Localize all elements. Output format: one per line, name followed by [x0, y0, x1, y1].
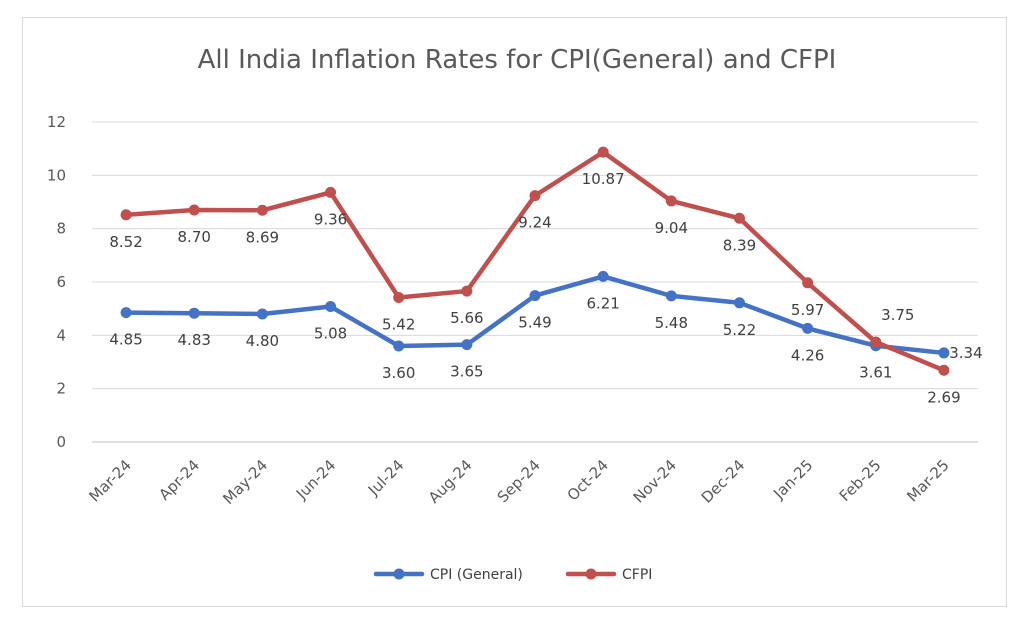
cfpi-data-label: 5.97	[791, 301, 824, 319]
cpi-general-data-label: 5.22	[723, 321, 756, 339]
cpi-general-marker	[393, 340, 405, 352]
chart-title: All India Inflation Rates for CPI(Genera…	[198, 45, 837, 75]
cpi-general-data-label: 4.26	[791, 346, 824, 364]
y-tick-label: 4	[56, 326, 66, 344]
legend: CPI (General) CFPI	[373, 567, 652, 583]
y-tick-label: 10	[47, 166, 66, 184]
legend-label: CPI (General)	[430, 567, 523, 583]
cfpi-marker	[870, 336, 882, 348]
y-tick-label: 8	[56, 220, 66, 238]
cfpi-marker	[665, 195, 677, 207]
cfpi-marker	[733, 212, 745, 224]
cfpi-data-label: 8.52	[109, 233, 142, 251]
x-tick-label: Jun-24	[292, 456, 339, 503]
cfpi-data-label: 8.69	[246, 228, 279, 246]
cpi-general-data-label: 5.08	[314, 325, 347, 343]
cpi-general-marker	[665, 290, 677, 302]
cpi-general-data-label: 3.34	[949, 344, 982, 362]
cpi-general-marker	[802, 322, 814, 334]
cpi-general-marker	[597, 270, 609, 282]
x-axis-ticks: Mar-24 Apr-24 May-24 Jun-24 Jul-24 Aug-24 Sep-…	[86, 456, 953, 508]
cfpi-marker	[529, 190, 541, 202]
cfpi-marker	[393, 291, 405, 303]
x-tick-label: Apr-24	[155, 456, 203, 504]
cfpi-marker	[256, 204, 268, 216]
cfpi-data-label: 5.42	[382, 315, 415, 333]
y-tick-label: 2	[56, 380, 66, 398]
y-tick-label: 0	[56, 433, 66, 451]
cfpi-marker	[802, 277, 814, 289]
y-tick-label: 6	[56, 273, 66, 291]
cpi-general-data-label: 4.85	[109, 331, 142, 349]
cpi-general-data-label: 6.21	[586, 294, 619, 312]
x-tick-label: May-24	[219, 456, 271, 508]
cfpi-data-label: 9.04	[655, 219, 688, 237]
cpi-general-marker	[733, 297, 745, 309]
legend-marker	[393, 568, 405, 580]
cfpi-marker	[938, 364, 950, 376]
y-tick-label: 12	[47, 113, 66, 131]
cfpi-data-label: 10.87	[582, 170, 625, 188]
cpi-general-data-label: 4.83	[178, 331, 211, 349]
cpi-general-marker	[461, 339, 473, 351]
x-tick-label: Aug-24	[425, 456, 476, 507]
x-tick-label: Mar-24	[86, 456, 135, 505]
x-tick-label: Feb-25	[836, 456, 885, 505]
cfpi-marker	[597, 146, 609, 158]
cpi-general-marker	[256, 308, 268, 320]
data-labels: 4.85 4.83 4.80 5.08 3.60 3.65 5.49 6.21 5.48 5.22…	[109, 170, 982, 406]
x-tick-label: Dec-24	[698, 456, 749, 507]
series-group	[120, 146, 950, 376]
cfpi-data-label: 2.69	[927, 388, 960, 406]
cfpi-marker	[461, 285, 473, 297]
cfpi-data-label: 8.39	[723, 236, 756, 254]
cpi-general-data-label: 5.49	[518, 314, 551, 332]
cfpi-data-label: 5.66	[450, 309, 483, 327]
cpi-general-data-label: 4.80	[246, 332, 279, 350]
cpi-general-marker	[188, 307, 200, 319]
cpi-general-data-label: 3.65	[450, 363, 483, 381]
x-tick-label: Sep-24	[494, 456, 544, 506]
cfpi-data-label: 8.70	[178, 228, 211, 246]
legend-label: CFPI	[622, 567, 652, 583]
cpi-general-data-label: 3.60	[382, 364, 415, 382]
x-tick-label: Jan-25	[769, 456, 816, 503]
x-tick-label: Jul-24	[364, 456, 408, 500]
cfpi-marker	[325, 186, 337, 198]
y-axis-ticks: 0 2 4 6 8 10 12	[47, 113, 66, 451]
cpi-general-marker	[938, 347, 950, 359]
cpi-general-marker	[325, 301, 337, 313]
cpi-general-data-label: 3.61	[859, 364, 892, 382]
cpi-general-data-label: 5.48	[655, 314, 688, 332]
x-tick-label: Nov-24	[630, 456, 680, 506]
cfpi-data-label: 9.24	[518, 214, 551, 232]
cfpi-marker	[188, 204, 200, 216]
gridlines	[92, 121, 978, 443]
x-tick-label: Oct-24	[564, 456, 612, 504]
x-tick-label: Mar-25	[903, 456, 952, 505]
cfpi-marker	[120, 209, 132, 221]
cfpi-data-label: 9.36	[314, 210, 347, 228]
cpi-general-marker	[529, 290, 541, 302]
cpi-general-marker	[120, 307, 132, 319]
cfpi-data-label: 3.75	[881, 306, 914, 324]
legend-marker	[585, 568, 597, 580]
